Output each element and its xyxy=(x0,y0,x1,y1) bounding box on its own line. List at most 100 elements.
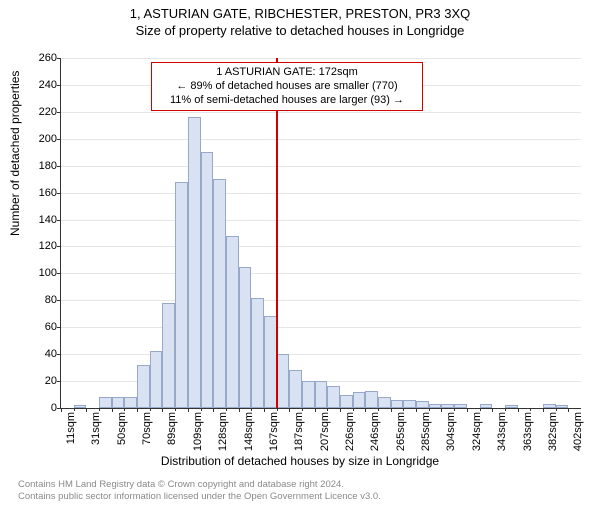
ytick-mark xyxy=(57,220,61,221)
histogram-bar xyxy=(480,404,493,408)
xtick-mark-minor xyxy=(251,408,252,411)
xtick-mark-minor xyxy=(480,408,481,411)
xtick-label: 265sqm xyxy=(395,412,407,452)
xtick-label: 187sqm xyxy=(293,412,305,452)
gridline xyxy=(61,220,581,221)
xtick-mark-minor xyxy=(505,408,506,411)
xtick-mark xyxy=(188,408,189,412)
ytick-label: 100 xyxy=(27,267,57,279)
xtick-mark-minor xyxy=(277,408,278,411)
xtick-mark xyxy=(340,408,341,412)
ytick-label: 60 xyxy=(27,321,57,333)
xtick-mark xyxy=(568,408,569,412)
xtick-mark xyxy=(467,408,468,412)
histogram-bar xyxy=(124,397,137,408)
xtick-mark xyxy=(518,408,519,412)
footer-attribution: Contains HM Land Registry data © Crown c… xyxy=(18,479,381,502)
xtick-label: 285sqm xyxy=(420,412,432,452)
y-axis-label: Number of detached properties xyxy=(8,71,22,236)
histogram-bar xyxy=(327,386,340,408)
histogram-bar xyxy=(302,381,315,408)
xtick-mark-minor xyxy=(327,408,328,411)
xtick-mark xyxy=(213,408,214,412)
histogram-bar xyxy=(137,365,150,408)
xtick-mark xyxy=(492,408,493,412)
annotation-box: 1 ASTURIAN GATE: 172sqm← 89% of detached… xyxy=(151,62,423,111)
ytick-label: 240 xyxy=(27,79,57,91)
xtick-label: 343sqm xyxy=(496,412,508,452)
annotation-line: 1 ASTURIAN GATE: 172sqm xyxy=(158,66,416,80)
histogram-bar xyxy=(213,179,226,408)
ytick-label: 140 xyxy=(27,214,57,226)
gridline xyxy=(61,300,581,301)
histogram-bar xyxy=(416,401,429,408)
xtick-mark-minor xyxy=(530,408,531,411)
xtick-mark-minor xyxy=(201,408,202,411)
ytick-label: 40 xyxy=(27,348,57,360)
ytick-label: 160 xyxy=(27,187,57,199)
xtick-label: 207sqm xyxy=(319,412,331,452)
histogram-bar xyxy=(99,397,112,408)
xtick-mark xyxy=(543,408,544,412)
histogram-bar xyxy=(289,370,302,408)
histogram-bar xyxy=(315,381,328,408)
xtick-mark-minor xyxy=(124,408,125,411)
histogram-bar xyxy=(403,400,416,408)
xtick-mark-minor xyxy=(429,408,430,411)
ytick-label: 80 xyxy=(27,294,57,306)
footer-line-2: Contains public sector information licen… xyxy=(18,491,381,502)
ytick-mark xyxy=(57,112,61,113)
footer-line-1: Contains HM Land Registry data © Crown c… xyxy=(18,479,381,490)
xtick-label: 31sqm xyxy=(90,412,102,452)
xtick-mark xyxy=(239,408,240,412)
xtick-mark xyxy=(365,408,366,412)
chart-title: 1, ASTURIAN GATE, RIBCHESTER, PRESTON, P… xyxy=(0,6,600,21)
gridline xyxy=(61,166,581,167)
xtick-mark xyxy=(416,408,417,412)
plot-region: 02040608010012014016018020022024026011sq… xyxy=(60,58,581,409)
xtick-label: 167sqm xyxy=(268,412,280,452)
xtick-mark xyxy=(315,408,316,412)
gridline xyxy=(61,246,581,247)
xtick-mark-minor xyxy=(302,408,303,411)
ytick-mark xyxy=(57,139,61,140)
xtick-mark xyxy=(289,408,290,412)
annotation-line: ← 89% of detached houses are smaller (77… xyxy=(158,80,416,94)
xtick-label: 11sqm xyxy=(65,412,77,452)
xtick-label: 109sqm xyxy=(192,412,204,452)
histogram-bar xyxy=(429,404,442,408)
xtick-label: 70sqm xyxy=(141,412,153,452)
gridline xyxy=(61,273,581,274)
ytick-mark xyxy=(57,58,61,59)
ytick-mark xyxy=(57,193,61,194)
histogram-bar xyxy=(441,404,454,408)
xtick-mark-minor xyxy=(454,408,455,411)
xtick-label: 382sqm xyxy=(547,412,559,452)
ytick-mark xyxy=(57,166,61,167)
ytick-label: 260 xyxy=(27,52,57,64)
histogram-bar xyxy=(251,298,264,408)
xtick-label: 363sqm xyxy=(522,412,534,452)
xtick-mark-minor xyxy=(378,408,379,411)
histogram-bar xyxy=(239,267,252,408)
ytick-mark xyxy=(57,273,61,274)
xtick-mark-minor xyxy=(403,408,404,411)
xtick-label: 324sqm xyxy=(471,412,483,452)
ytick-label: 0 xyxy=(27,402,57,414)
histogram-bar xyxy=(74,405,87,408)
x-axis-label: Distribution of detached houses by size … xyxy=(0,454,600,468)
histogram-bar xyxy=(454,404,467,408)
histogram-bar xyxy=(201,152,214,408)
xtick-label: 128sqm xyxy=(217,412,229,452)
ytick-label: 200 xyxy=(27,133,57,145)
histogram-bar xyxy=(162,303,175,408)
gridline xyxy=(61,193,581,194)
gridline xyxy=(61,112,581,113)
chart-subtitle: Size of property relative to detached ho… xyxy=(0,23,600,38)
ytick-mark xyxy=(57,327,61,328)
xtick-mark-minor xyxy=(556,408,557,411)
ytick-label: 20 xyxy=(27,375,57,387)
histogram-bar xyxy=(150,351,163,408)
histogram-bar xyxy=(378,397,391,408)
ytick-mark xyxy=(57,354,61,355)
